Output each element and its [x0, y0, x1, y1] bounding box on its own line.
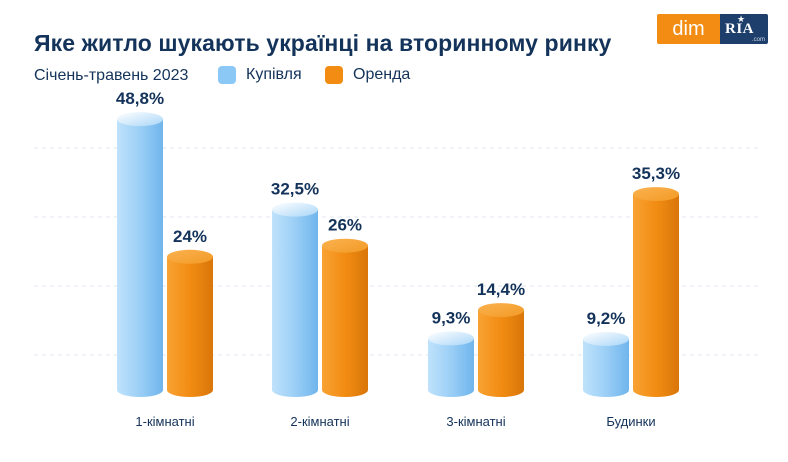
- star-icon: ★: [737, 14, 746, 24]
- legend-swatch-buy: [218, 66, 236, 84]
- legend-item-buy: Купівля: [218, 66, 302, 84]
- logo-ria-domain: .com: [751, 37, 765, 43]
- category-label: 1-кімнатні: [135, 414, 194, 429]
- data-label: 9,2%: [587, 309, 626, 328]
- legend-label-buy: Купівля: [246, 66, 302, 83]
- bar-buy: [583, 331, 629, 397]
- chart-title: Яке житло шукають українці на вторинному…: [34, 30, 612, 56]
- data-label: 35,3%: [632, 164, 680, 183]
- bar-buy: [117, 112, 163, 397]
- bar-rent: [322, 238, 368, 397]
- data-label: 9,3%: [432, 308, 471, 327]
- bar-rent: [167, 249, 213, 397]
- logo-ria-text: RIA: [725, 21, 755, 37]
- legend-swatch-rent: [325, 66, 343, 84]
- data-label: 14,4%: [477, 280, 525, 299]
- data-label: 32,5%: [271, 180, 319, 199]
- legend-label-rent: Оренда: [353, 66, 411, 83]
- data-label: 26%: [328, 216, 362, 235]
- dim-ria-logo: dim ★ RIA .com: [657, 14, 768, 44]
- category-label: Будинки: [606, 414, 655, 429]
- chart-subtitle: Січень-травень 2023: [34, 67, 189, 84]
- data-label: 48,8%: [116, 89, 164, 108]
- bar-buy: [272, 202, 318, 397]
- logo-dim: dim: [657, 14, 720, 44]
- category-label: 3-кімнатні: [446, 414, 505, 429]
- bar-buy: [428, 331, 474, 397]
- category-label: 2-кімнатні: [290, 414, 349, 429]
- data-label: 24%: [173, 227, 207, 246]
- bar-rent: [633, 187, 679, 397]
- logo-ria: ★ RIA .com: [720, 14, 768, 44]
- bar-rent: [478, 303, 524, 397]
- legend-item-rent: Оренда: [325, 66, 410, 84]
